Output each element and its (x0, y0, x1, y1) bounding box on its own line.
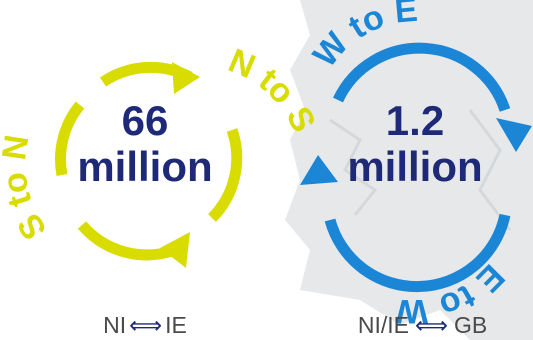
right-ring-top-segment (333, 42, 511, 112)
right-caption-to: GB (453, 312, 488, 338)
right-arrowhead-left (300, 155, 338, 185)
right-caption-arrow: ⟺ (414, 312, 448, 338)
right-caption: NI/IE ⟺ GB (330, 312, 515, 339)
left-value-unit: million (77, 143, 213, 190)
left-caption-to: IE (165, 312, 187, 338)
left-arrowhead-top (172, 62, 200, 94)
left-arrowhead-bottom (160, 232, 190, 268)
right-caption-from: NI/IE (357, 312, 409, 338)
left-value: 66 million (60, 98, 230, 190)
left-value-number: 66 (121, 97, 169, 144)
right-value-unit: million (347, 143, 483, 190)
left-caption-arrow: ⟺ (129, 312, 163, 338)
left-arc-label-s-to-n: S to N (0, 132, 54, 246)
left-caption-from: NI (103, 312, 127, 338)
right-arrowhead-right (496, 118, 532, 152)
left-caption: NI ⟺ IE (85, 312, 205, 339)
left-ring-bottom-segment (77, 221, 177, 261)
left-ring-right-segment (208, 128, 243, 222)
right-ring-bottom-segment (324, 213, 511, 293)
right-value: 1.2 million (330, 98, 500, 190)
right-value-number: 1.2 (385, 97, 445, 144)
left-ring-left-segment (55, 101, 85, 177)
